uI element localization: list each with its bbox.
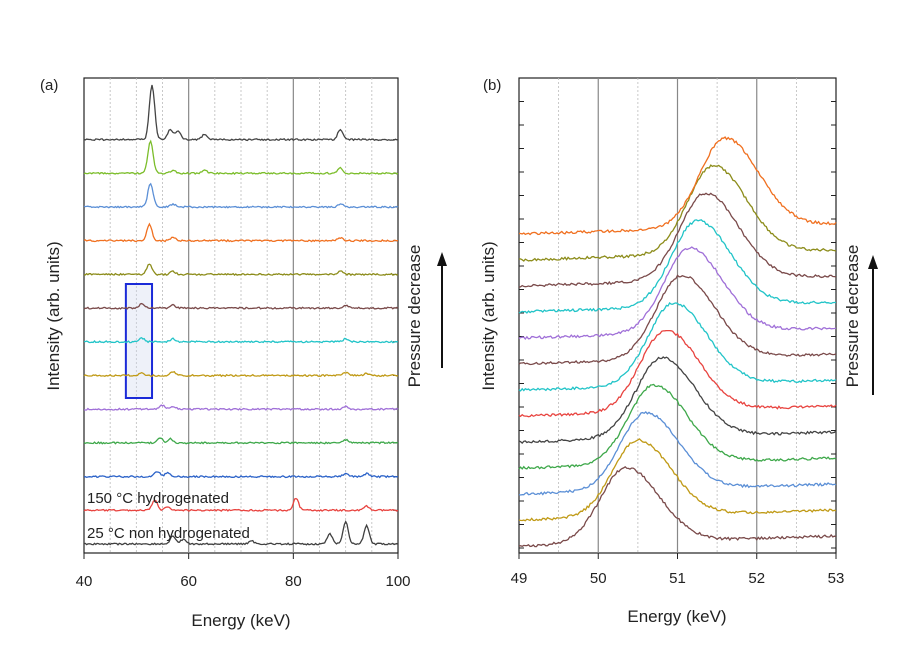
- panel-b-ticks: 49 50 51 52 53: [511, 101, 845, 587]
- series-a-12: [83, 84, 398, 142]
- series-b-8: [518, 246, 837, 341]
- panel-a-ylabel: Intensity (arb. units): [44, 241, 63, 390]
- series-b-1: [518, 438, 837, 522]
- series-b-3: [518, 383, 837, 470]
- series-a-3: [83, 437, 399, 445]
- series-b-10: [518, 192, 837, 288]
- series-a-7: [83, 302, 399, 310]
- x-tick-label-a: 100: [385, 573, 410, 590]
- series-a-5: [83, 370, 399, 378]
- panel-a-arrow: [437, 252, 447, 368]
- panel-b: 49 50 51 52 53 (b) Energy (keV) Intensity (a…: [479, 77, 878, 626]
- series-b-2: [518, 410, 837, 496]
- series-a-9: [83, 222, 399, 243]
- series-b-5: [518, 329, 837, 418]
- series-b-6: [518, 302, 837, 392]
- series-b-4: [518, 356, 837, 445]
- panel-a: 40 60 80 100 (a) 150 °C hydrogenated 25 °C …: [40, 77, 447, 630]
- x-tick-label-b: 52: [748, 570, 765, 587]
- x-tick-label-b: 49: [511, 570, 528, 587]
- x-tick-label-b: 50: [590, 570, 607, 587]
- panel-b-xlabel: Energy (keV): [627, 607, 726, 626]
- series-a-10: [83, 182, 399, 209]
- annotation-hydrogenated: 150 °C hydrogenated: [87, 490, 229, 507]
- panel-b-grid: [558, 78, 797, 553]
- x-tick-label-a: 40: [76, 573, 93, 590]
- panel-b-side-label: Pressure decrease: [843, 245, 862, 388]
- highlight-box: [124, 283, 154, 399]
- series-b-7: [518, 274, 837, 366]
- panel-a-grid: [109, 78, 373, 553]
- panel-b-label: (b): [483, 77, 501, 94]
- series-a-8: [83, 263, 399, 277]
- series-a-1: [83, 497, 399, 512]
- panel-b-ylabel: Intensity (arb. units): [479, 241, 498, 390]
- series-b-12: [519, 136, 837, 236]
- annotation-non-hydrogenated: 25 °C non hydrogenated: [87, 525, 250, 542]
- series-b-0: [519, 465, 837, 548]
- series-a-0: [83, 520, 399, 546]
- panel-b-series: [518, 136, 837, 548]
- panel-b-arrow: [868, 255, 878, 395]
- series-b-11: [518, 164, 837, 262]
- panel-a-series: [83, 84, 399, 546]
- x-tick-label-a: 80: [285, 573, 302, 590]
- x-tick-label-b: 53: [828, 570, 845, 587]
- series-a-4: [83, 404, 399, 411]
- series-b-9: [518, 219, 836, 314]
- panel-a-label: (a): [40, 77, 58, 94]
- x-tick-label-b: 51: [669, 570, 686, 587]
- series-a-2: [83, 471, 399, 479]
- series-a-6: [83, 336, 399, 344]
- panel-a-xlabel: Energy (keV): [191, 611, 290, 630]
- panel-a-side-label: Pressure decrease: [405, 245, 424, 388]
- x-tick-label-a: 60: [180, 573, 197, 590]
- series-a-11: [83, 139, 399, 176]
